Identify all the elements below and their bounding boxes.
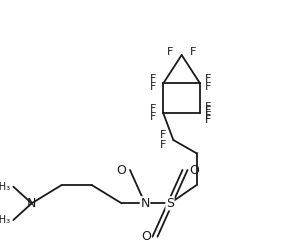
Text: F: F <box>205 82 211 92</box>
Text: F: F <box>205 115 211 125</box>
Text: F: F <box>150 112 156 122</box>
Text: O: O <box>116 164 126 177</box>
Text: CH₃: CH₃ <box>0 182 10 192</box>
Text: CH₃: CH₃ <box>0 215 10 225</box>
Text: F: F <box>150 104 156 114</box>
Text: F: F <box>150 82 156 92</box>
Text: F: F <box>160 140 166 150</box>
Text: O: O <box>189 164 199 177</box>
Text: N: N <box>27 197 36 210</box>
Text: N: N <box>140 197 150 210</box>
Text: F: F <box>205 102 211 112</box>
Text: F: F <box>205 74 211 84</box>
Text: F: F <box>167 47 174 57</box>
Text: F: F <box>205 106 211 116</box>
Text: S: S <box>166 197 174 210</box>
Text: O: O <box>141 230 151 243</box>
Text: F: F <box>205 111 211 121</box>
Text: F: F <box>190 47 196 57</box>
Text: F: F <box>150 74 156 84</box>
Text: F: F <box>160 130 166 140</box>
